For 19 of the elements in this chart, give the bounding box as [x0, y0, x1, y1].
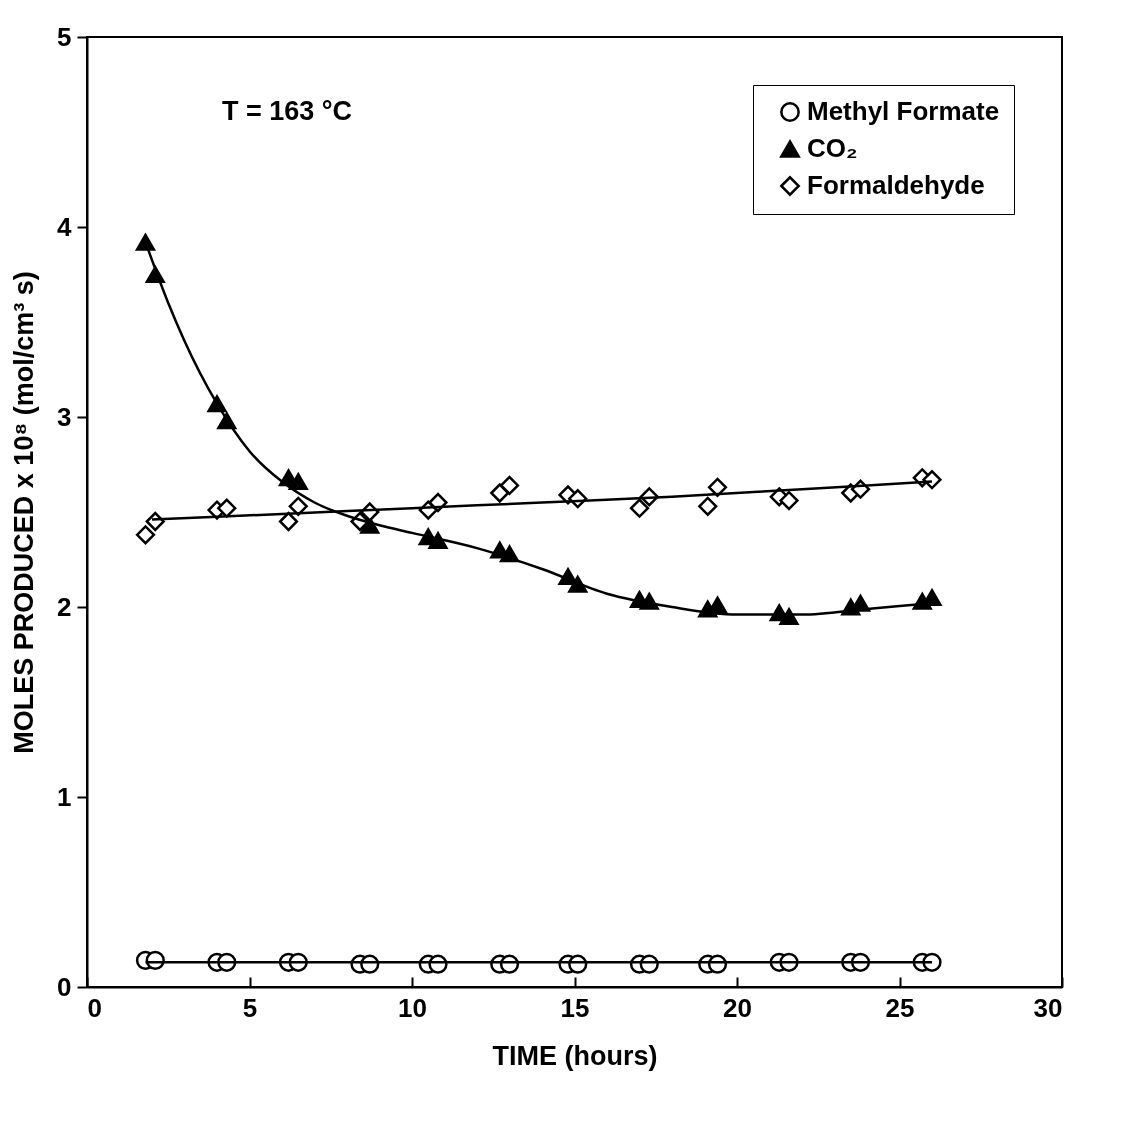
- x-tick-label: 20: [723, 992, 752, 1023]
- annotation: T = 163 °C: [222, 96, 353, 126]
- x-axis-title: TIME (hours): [492, 1040, 658, 1071]
- y-axis-title: MOLES PRODUCED x 10⁸ (mol/cm³ s): [9, 271, 40, 754]
- y-tick-label: 0: [57, 971, 72, 1002]
- y-tick-label: 1: [57, 781, 72, 812]
- x-tick-label: 30: [1033, 992, 1063, 1023]
- legend-label: Formaldehyde: [807, 170, 985, 200]
- y-tick-label: 3: [57, 401, 72, 432]
- y-tick-label: 5: [57, 21, 72, 52]
- y-tick-label: 4: [57, 211, 73, 242]
- legend-label: Methyl Formate: [807, 96, 1000, 126]
- x-tick-label: 10: [398, 992, 427, 1023]
- y-tick-label: 2: [57, 591, 72, 622]
- legend-label: CO₂: [807, 133, 858, 163]
- x-tick-label: 25: [885, 992, 915, 1023]
- x-tick-label: 15: [560, 992, 590, 1023]
- x-tick-label: 0: [87, 992, 102, 1023]
- x-tick-label: 5: [242, 992, 258, 1023]
